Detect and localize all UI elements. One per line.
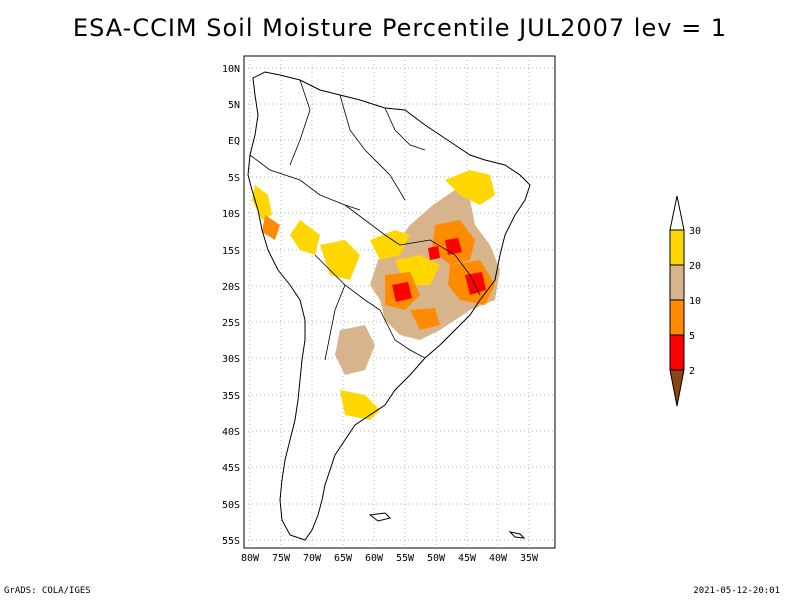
latitude-labels: 10N 5N EQ 5S 10S 15S 20S 25S 30S 35S 40S… <box>222 64 240 547</box>
map-title: ESA-CCIM Soil Moisture Percentile JUL200… <box>72 14 728 42</box>
lon-label: 70W <box>303 553 322 564</box>
longitude-labels: 80W 75W 70W 65W 60W 55W 50W 45W 40W 35W <box>241 553 539 564</box>
lat-label: 55S <box>222 536 240 547</box>
lat-label: 10S <box>222 209 240 220</box>
colorbar: 30 20 10 5 2 <box>669 195 701 407</box>
lat-label: 5N <box>228 100 240 111</box>
colorbar-segment-10-20 <box>669 264 685 301</box>
lon-label: 45W <box>458 553 477 564</box>
colorbar-label: 10 <box>689 296 701 307</box>
lat-label: 5S <box>228 173 240 184</box>
lon-label: 55W <box>396 553 415 564</box>
colorbar-top-triangle <box>669 195 685 231</box>
lon-label: 60W <box>365 553 384 564</box>
lat-label: 20S <box>222 282 240 293</box>
colorbar-segment-5-10 <box>669 299 685 336</box>
colorbar-label: 2 <box>689 366 695 377</box>
footer-credit: GrADS: COLA/IGES <box>4 586 91 596</box>
lat-label: 30S <box>222 354 240 365</box>
colorbar-label: 5 <box>689 331 695 342</box>
percentile-shading <box>252 170 500 420</box>
colorbar-label: 20 <box>689 261 701 272</box>
lat-label: 40S <box>222 427 240 438</box>
colorbar-segment-20-30 <box>669 229 685 266</box>
colorbar-segment-2-5 <box>669 334 685 371</box>
lat-label: 25S <box>222 318 240 329</box>
lon-label: 40W <box>489 553 508 564</box>
coastline <box>247 71 531 541</box>
footer-timestamp: 2021-05-12-20:01 <box>693 586 780 596</box>
lon-label: 65W <box>334 553 353 564</box>
lat-label: 15S <box>222 246 240 257</box>
colorbar-label: 30 <box>689 226 701 237</box>
lat-label: 10N <box>222 64 240 75</box>
lat-label: 45S <box>222 463 240 474</box>
lon-label: 80W <box>241 553 260 564</box>
lat-label: EQ <box>228 136 240 147</box>
lat-label: 50S <box>222 500 240 511</box>
lon-label: 50W <box>427 553 446 564</box>
colorbar-bottom-triangle <box>669 369 685 407</box>
lon-label: 35W <box>520 553 539 564</box>
lat-label: 35S <box>222 391 240 402</box>
lon-label: 75W <box>272 553 291 564</box>
country-borders <box>249 79 481 361</box>
